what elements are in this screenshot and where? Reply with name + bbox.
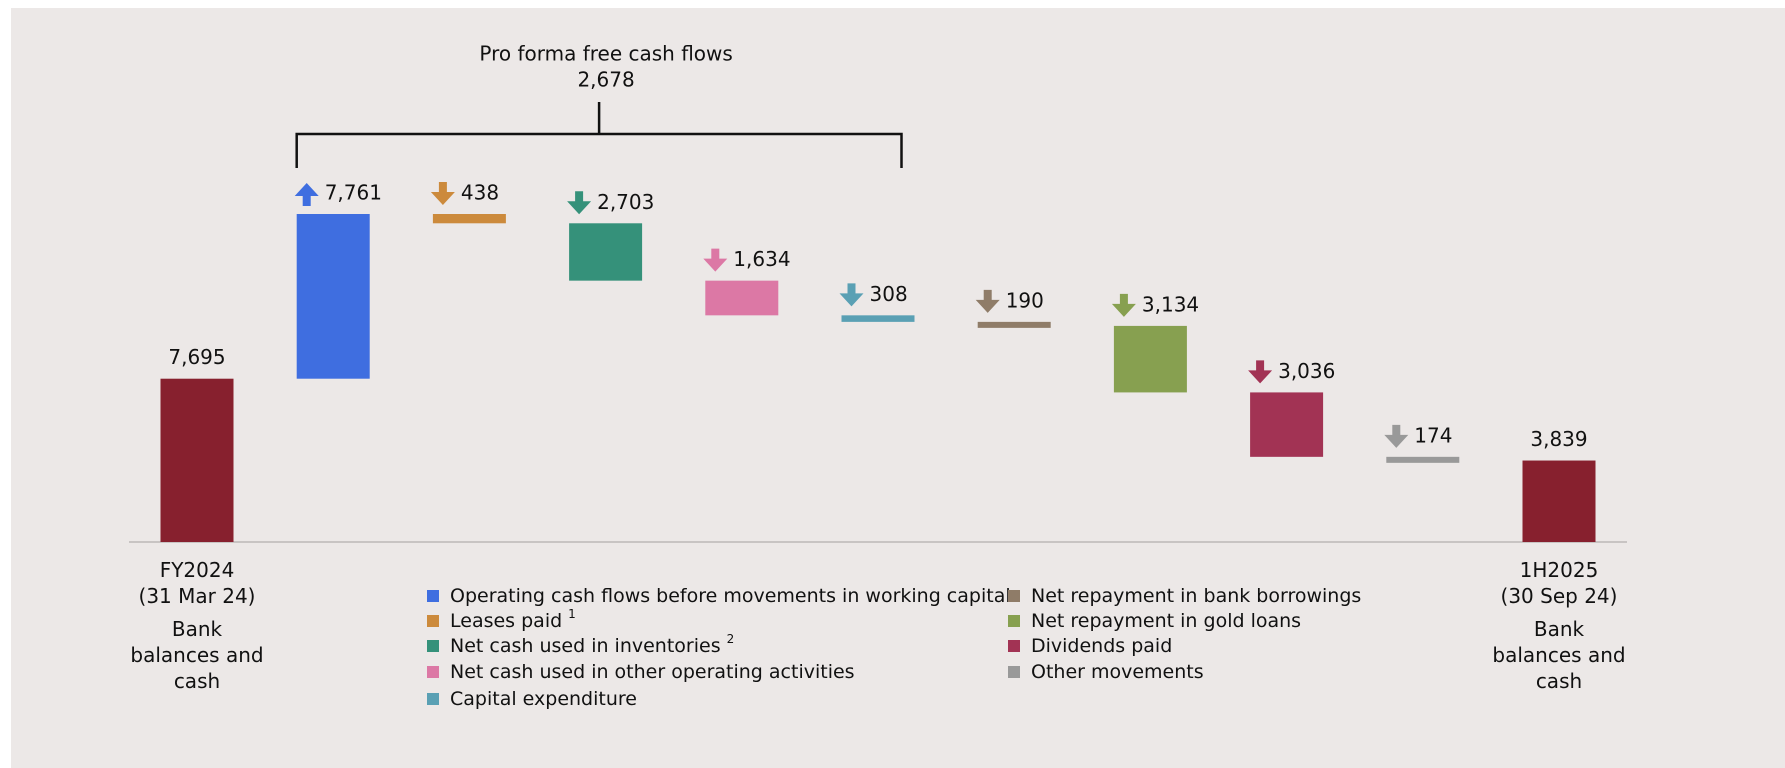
value-label: 3,036: [1278, 359, 1335, 383]
legend-text: Leases paid: [450, 610, 562, 632]
bar: [432, 214, 506, 224]
legend-label: Operating cash flows before movements in…: [450, 585, 1011, 607]
legend-swatch: [427, 693, 439, 705]
value-label: 438: [461, 181, 499, 205]
arrow-down: [1248, 360, 1273, 384]
legend-swatch: [1008, 666, 1020, 678]
legend-text: Other movements: [1031, 661, 1204, 683]
legend-label: Net repayment in gold loans: [1031, 610, 1301, 632]
legend-label: Net cash used in other operating activit…: [450, 661, 855, 683]
legend-swatch: [1008, 590, 1020, 602]
x-tick-label: Bank balances and cash: [130, 617, 264, 693]
legend-label: Other movements: [1031, 661, 1204, 683]
legend-text: Operating cash flows before movements in…: [450, 585, 1011, 607]
bar: [160, 378, 234, 542]
legend-text: Net cash used in other operating activit…: [450, 661, 855, 683]
legend-note: 2: [727, 632, 735, 646]
legend-label: Capital expenditure: [450, 688, 637, 710]
x-tick-label: 1H2025: [1519, 558, 1599, 582]
legend-text: Net repayment in bank borrowings: [1031, 585, 1361, 607]
arrow-down: [430, 182, 455, 205]
value-label: 2,703: [597, 190, 654, 214]
value-label: 174: [1414, 423, 1452, 447]
bar: [841, 315, 915, 322]
value-label: 308: [870, 282, 908, 306]
legend-label: Leases paid 1: [450, 607, 576, 632]
annotation-title: Pro forma free cash flows: [479, 42, 732, 66]
bar: [705, 280, 779, 316]
bar: [296, 214, 370, 379]
arrow-down: [567, 191, 592, 215]
value-label: 3,839: [1530, 427, 1587, 451]
x-tick-label: FY2024: [159, 558, 235, 582]
arrow-down: [839, 283, 864, 307]
legend-note: 1: [568, 607, 576, 621]
legend-swatch: [427, 666, 439, 678]
value-label: 1,634: [733, 247, 790, 271]
bar: [1522, 460, 1596, 542]
arrow-down: [703, 248, 728, 272]
arrow-up: [294, 183, 319, 206]
bar: [569, 223, 643, 281]
legend-swatch: [1008, 640, 1020, 652]
value-label: 190: [1006, 288, 1044, 312]
legend-text: Capital expenditure: [450, 688, 637, 710]
legend-text: Net repayment in gold loans: [1031, 610, 1301, 632]
legend-swatch: [1008, 615, 1020, 627]
bracket: [295, 102, 903, 168]
legend-swatch: [427, 615, 439, 627]
legend-label: Dividends paid: [1031, 635, 1172, 657]
bar: [1386, 456, 1460, 463]
legend-swatch: [427, 590, 439, 602]
legend-label: Net repayment in bank borrowings: [1031, 585, 1361, 607]
value-label: 7,695: [168, 345, 225, 369]
x-tick-sublabel: (31 Mar 24): [138, 584, 256, 608]
bar: [1250, 392, 1324, 457]
x-tick-label: Bank balances and cash: [1492, 617, 1626, 693]
legend-swatch: [427, 640, 439, 652]
legend-text: Dividends paid: [1031, 635, 1172, 657]
x-tick-sublabel: (30 Sep 24): [1500, 584, 1618, 608]
annotation-value: 2,678: [577, 68, 634, 92]
arrow-down: [1384, 424, 1409, 448]
legend-text: Net cash used in inventories: [450, 635, 721, 657]
legend-label: Net cash used in inventories 2: [450, 632, 734, 657]
arrow-down: [975, 289, 1000, 313]
value-label: 7,761: [325, 181, 382, 205]
bar: [1113, 325, 1187, 393]
value-label: 3,134: [1142, 292, 1199, 316]
arrow-down: [1111, 293, 1136, 317]
bar: [977, 321, 1051, 328]
